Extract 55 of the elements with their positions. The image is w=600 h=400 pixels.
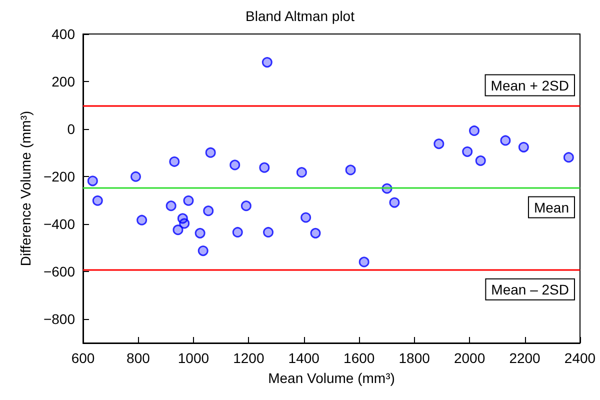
x-tick-label: 2200 (509, 350, 541, 366)
y-tick-label: −400 (43, 216, 76, 232)
point (500, 135, 511, 146)
point (230, 160, 240, 170)
point (130, 171, 141, 182)
point (203, 206, 214, 216)
x-tick-label: 1400 (288, 350, 320, 366)
x-tick-label: 800 (126, 350, 150, 366)
point (434, 138, 444, 150)
point (300, 212, 312, 223)
point (296, 167, 307, 178)
chart-title: Bland Altman plot (246, 8, 355, 24)
x-tick-label: 1800 (398, 350, 430, 366)
x-axis-title: Mean Volume (mm³) (268, 370, 395, 386)
point (389, 197, 400, 208)
x-tick-label: 600 (71, 350, 95, 366)
point (469, 125, 480, 136)
y-tick-label: 400 (52, 26, 76, 42)
point (263, 226, 274, 238)
point (518, 142, 529, 152)
x-tick-label: 2000 (454, 350, 486, 366)
ref-line-label: Mean (534, 199, 569, 216)
point (166, 200, 176, 212)
point (205, 147, 216, 158)
point (358, 256, 370, 268)
point (198, 246, 208, 256)
x-tick-label: 2400 (564, 350, 596, 366)
y-tick-label: −200 (43, 168, 76, 185)
x-tick-label: 1000 (178, 350, 210, 366)
y-tick-label: −600 (43, 264, 76, 280)
point (179, 218, 190, 229)
point (169, 156, 180, 167)
point (232, 226, 243, 238)
point (259, 162, 270, 173)
point (92, 195, 103, 206)
point (136, 214, 148, 226)
point (475, 155, 486, 166)
y-tick-label: −800 (43, 311, 76, 328)
point (183, 195, 194, 206)
y-axis-title: Difference Volume (mm³) (18, 110, 34, 266)
point (194, 228, 206, 238)
point (310, 228, 321, 238)
y-tick-label: 0 (67, 121, 76, 138)
point (563, 152, 574, 163)
point (462, 146, 473, 157)
x-tick-label: 1200 (233, 350, 264, 366)
y-tick-label: 200 (52, 74, 76, 90)
point (345, 164, 356, 176)
ref-line-label: Mean + 2SD (490, 77, 569, 94)
point (262, 57, 272, 68)
point (240, 200, 252, 212)
x-tick-label: 1600 (344, 350, 375, 366)
point (87, 176, 98, 186)
point (172, 224, 184, 236)
ref-line-label: Mean – 2SD (491, 281, 569, 298)
